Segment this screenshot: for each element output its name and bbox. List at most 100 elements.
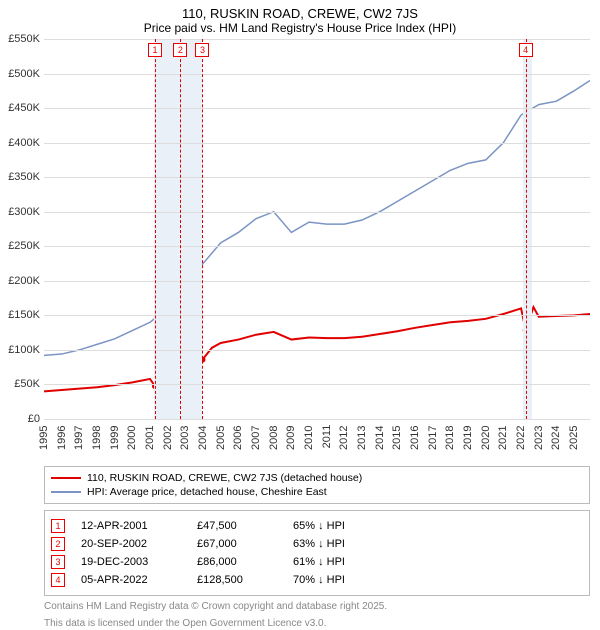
gridline <box>44 177 590 178</box>
event-table: 1 12-APR-2001 £47,500 65% ↓ HPI 2 20-SEP-2002… <box>44 510 590 596</box>
y-tick-label: £0 <box>0 413 40 425</box>
gridline <box>44 281 590 282</box>
y-tick-label: £500K <box>0 68 40 80</box>
legend-row: 110, RUSKIN ROAD, CREWE, CW2 7JS (detach… <box>51 471 583 485</box>
x-tick-label: 2003 <box>179 425 191 449</box>
x-tick-label: 1998 <box>91 425 103 449</box>
legend-label: HPI: Average price, detached house, Ches… <box>87 486 327 498</box>
y-tick-label: £200K <box>0 275 40 287</box>
y-tick-label: £300K <box>0 206 40 218</box>
vline <box>155 39 156 419</box>
event-number: 3 <box>51 555 65 569</box>
sale-marker-box: 4 <box>519 43 533 57</box>
x-tick-label: 2002 <box>162 425 174 449</box>
x-tick-label: 2008 <box>268 425 280 449</box>
x-tick-label: 2022 <box>515 425 527 449</box>
event-row: 3 19-DEC-2003 £86,000 61% ↓ HPI <box>51 553 583 571</box>
title-line1: 110, RUSKIN ROAD, CREWE, CW2 7JS <box>0 6 600 21</box>
y-tick-label: £150K <box>0 309 40 321</box>
gridline <box>44 419 590 420</box>
legend: 110, RUSKIN ROAD, CREWE, CW2 7JS (detach… <box>44 466 590 504</box>
x-tick-label: 2009 <box>285 425 297 449</box>
legend-row: HPI: Average price, detached house, Ches… <box>51 485 583 499</box>
x-tick-label: 2023 <box>533 425 545 449</box>
gridline <box>44 212 590 213</box>
event-date: 19-DEC-2003 <box>81 556 181 568</box>
x-tick-label: 2025 <box>568 425 580 449</box>
x-tick-label: 2015 <box>391 425 403 449</box>
gridline <box>44 350 590 351</box>
gridline <box>44 246 590 247</box>
vline <box>180 39 181 419</box>
x-tick-label: 2018 <box>444 425 456 449</box>
x-tick-label: 2005 <box>215 425 227 449</box>
x-tick-label: 1997 <box>73 425 85 449</box>
vline <box>526 39 527 419</box>
x-tick-label: 2019 <box>462 425 474 449</box>
sale-marker-box: 1 <box>148 43 162 57</box>
event-row: 2 20-SEP-2002 £67,000 63% ↓ HPI <box>51 535 583 553</box>
x-tick-label: 2012 <box>338 425 350 449</box>
x-tick-label: 2007 <box>250 425 262 449</box>
footnote: This data is licensed under the Open Gov… <box>44 617 590 630</box>
x-tick-label: 2001 <box>144 425 156 449</box>
event-date: 12-APR-2001 <box>81 520 181 532</box>
x-tick-label: 2017 <box>427 425 439 449</box>
gridline <box>44 384 590 385</box>
x-tick-label: 2004 <box>197 425 209 449</box>
event-diff: 63% ↓ HPI <box>293 538 345 550</box>
y-tick-label: £350K <box>0 171 40 183</box>
gridline <box>44 74 590 75</box>
event-date: 20-SEP-2002 <box>81 538 181 550</box>
event-diff: 61% ↓ HPI <box>293 556 345 568</box>
y-tick-label: £100K <box>0 344 40 356</box>
sale-marker-box: 3 <box>195 43 209 57</box>
y-tick-label: £50K <box>0 378 40 390</box>
gridline <box>44 143 590 144</box>
x-tick-label: 1996 <box>56 425 68 449</box>
y-tick-label: £450K <box>0 102 40 114</box>
legend-swatch <box>51 477 81 479</box>
gridline <box>44 108 590 109</box>
x-tick-label: 2013 <box>356 425 368 449</box>
event-diff: 65% ↓ HPI <box>293 520 345 532</box>
chart-area: £0£50K£100K£150K£200K£250K£300K£350K£400… <box>44 39 590 420</box>
vline <box>202 39 203 419</box>
sale-marker-box: 2 <box>173 43 187 57</box>
y-tick-label: £550K <box>0 33 40 45</box>
x-tick-label: 2021 <box>497 425 509 449</box>
legend-swatch <box>51 491 81 493</box>
event-diff: 70% ↓ HPI <box>293 574 345 586</box>
event-number: 1 <box>51 519 65 533</box>
event-number: 4 <box>51 573 65 587</box>
x-tick-label: 2006 <box>232 425 244 449</box>
event-row: 4 05-APR-2022 £128,500 70% ↓ HPI <box>51 571 583 589</box>
gridline <box>44 39 590 40</box>
gridline <box>44 315 590 316</box>
x-tick-label: 2010 <box>303 425 315 449</box>
event-row: 1 12-APR-2001 £47,500 65% ↓ HPI <box>51 517 583 535</box>
x-tick-label: 1995 <box>38 425 50 449</box>
event-price: £86,000 <box>197 556 277 568</box>
event-price: £67,000 <box>197 538 277 550</box>
chart-svg <box>44 39 590 419</box>
event-date: 05-APR-2022 <box>81 574 181 586</box>
event-price: £47,500 <box>197 520 277 532</box>
y-tick-label: £400K <box>0 137 40 149</box>
event-number: 2 <box>51 537 65 551</box>
y-tick-label: £250K <box>0 240 40 252</box>
x-tick-label: 2020 <box>480 425 492 449</box>
x-tick-label: 2016 <box>409 425 421 449</box>
legend-label: 110, RUSKIN ROAD, CREWE, CW2 7JS (detach… <box>87 472 362 484</box>
footnote: Contains HM Land Registry data © Crown c… <box>44 600 590 613</box>
x-tick-label: 2000 <box>126 425 138 449</box>
sale-band <box>154 39 203 419</box>
event-price: £128,500 <box>197 574 277 586</box>
series-hpi <box>44 80 590 355</box>
title-line2: Price paid vs. HM Land Registry's House … <box>0 21 600 35</box>
x-tick-label: 1999 <box>109 425 121 449</box>
sale-band <box>523 39 532 419</box>
x-tick-label: 2024 <box>550 425 562 449</box>
x-tick-label: 2011 <box>321 425 333 449</box>
x-tick-label: 2014 <box>374 425 386 449</box>
